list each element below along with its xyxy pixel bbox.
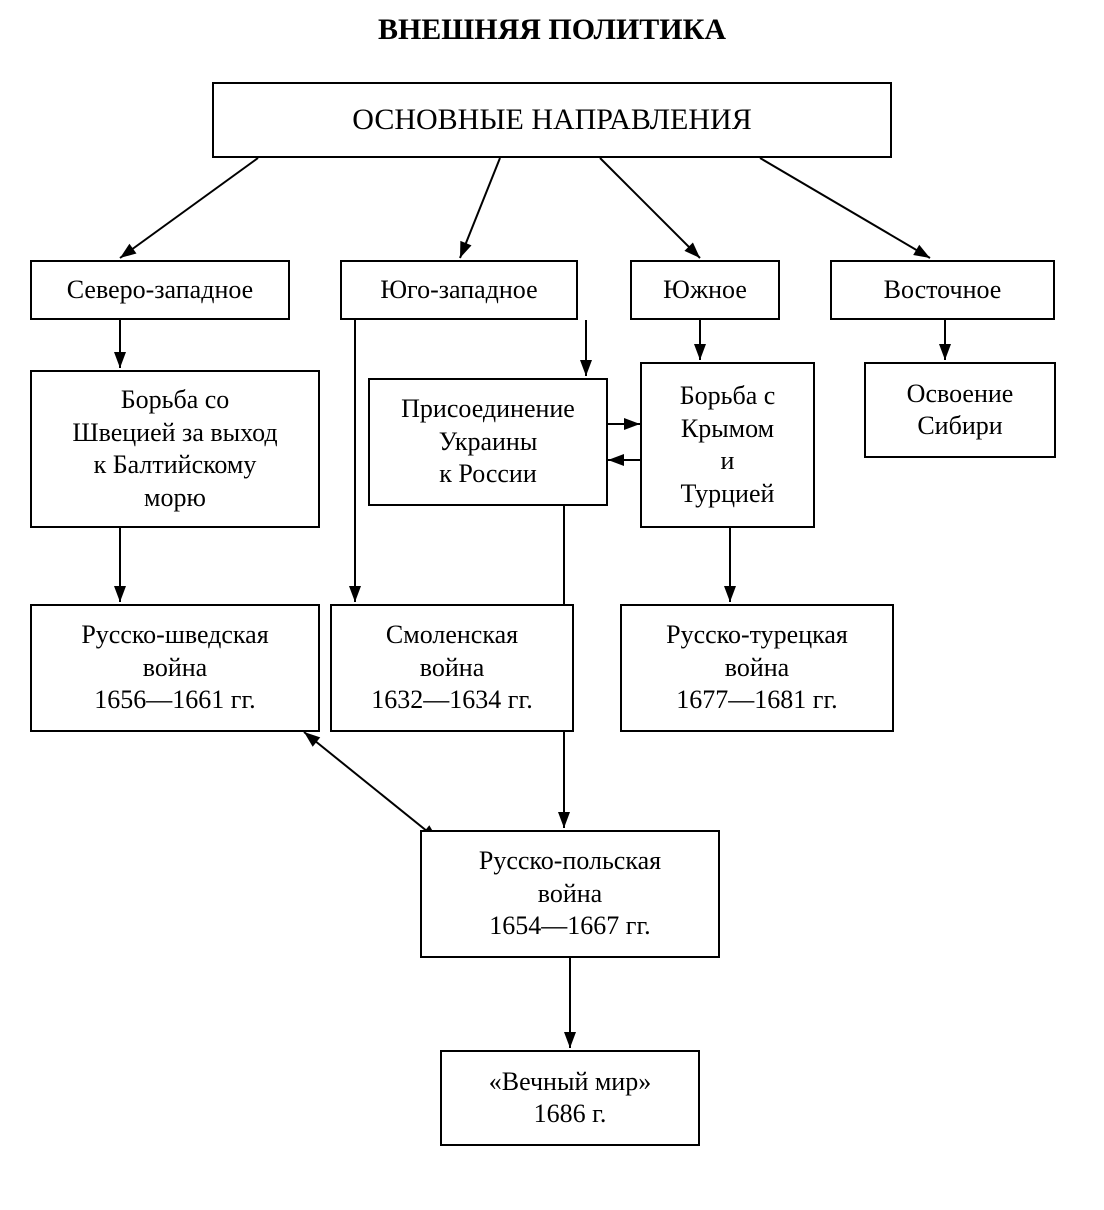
node-sw_goal: Присоединение Украины к России	[368, 378, 608, 506]
diagram-canvas: ВНЕШНЯЯ ПОЛИТИКА ОСНОВНЫЕ НАПРАВЛЕНИЯ Сев…	[0, 0, 1104, 1210]
node-smol_war: Смоленская война 1632—1634 гг.	[330, 604, 574, 732]
node-s_goal: Борьба с Крымом и Турцией	[640, 362, 815, 528]
node-dir_e: Восточное	[830, 260, 1055, 320]
node-e_goal: Освоение Сибири	[864, 362, 1056, 458]
node-rt_war: Русско-турецкая война 1677—1681 гг.	[620, 604, 894, 732]
node-rp_war: Русско-польская война 1654—1667 гг.	[420, 830, 720, 958]
diagram-title: ВНЕШНЯЯ ПОЛИТИКА	[0, 13, 1104, 47]
node-nw_goal: Борьба со Швецией за выход к Балтийскому…	[30, 370, 320, 528]
node-peace: «Вечный мир» 1686 г.	[440, 1050, 700, 1146]
node-dir_sw: Юго-западное	[340, 260, 578, 320]
node-root: ОСНОВНЫЕ НАПРАВЛЕНИЯ	[212, 82, 892, 158]
node-rs_war: Русско-шведская война 1656—1661 гг.	[30, 604, 320, 732]
node-dir_s: Южное	[630, 260, 780, 320]
node-dir_nw: Северо-западное	[30, 260, 290, 320]
